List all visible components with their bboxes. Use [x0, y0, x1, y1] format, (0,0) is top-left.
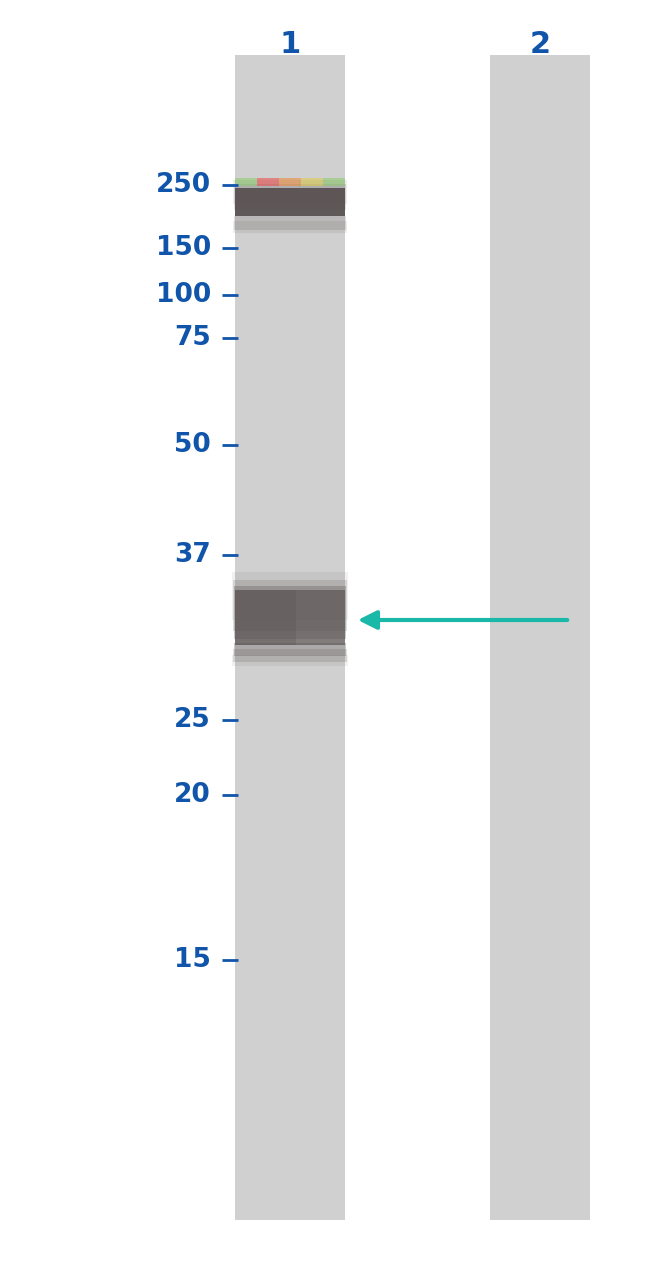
Bar	[234, 216, 346, 230]
Bar	[232, 572, 348, 620]
Bar	[235, 591, 345, 645]
Text: 50: 50	[174, 432, 211, 458]
Text: 25: 25	[174, 707, 211, 733]
Bar	[233, 221, 347, 232]
Bar	[234, 184, 346, 210]
Text: 1: 1	[280, 30, 300, 58]
Text: 75: 75	[174, 325, 211, 351]
Bar	[257, 178, 279, 185]
Bar	[301, 178, 323, 185]
Bar	[233, 649, 347, 662]
Bar	[233, 580, 347, 631]
Text: 150: 150	[156, 235, 211, 262]
Text: 100: 100	[156, 282, 211, 309]
Bar	[235, 591, 296, 645]
Bar	[232, 655, 348, 665]
Bar	[235, 188, 345, 216]
Bar	[235, 55, 345, 1220]
Text: 250: 250	[156, 171, 211, 198]
Bar	[233, 180, 347, 204]
Bar	[490, 55, 590, 1220]
Text: 37: 37	[174, 542, 211, 568]
Bar	[279, 178, 301, 185]
Bar	[235, 178, 257, 185]
Bar	[323, 178, 345, 185]
Text: 20: 20	[174, 782, 211, 808]
Bar	[235, 188, 345, 216]
Bar	[234, 643, 346, 657]
Text: 15: 15	[174, 947, 211, 973]
Bar	[234, 585, 346, 639]
Text: 2: 2	[530, 30, 551, 58]
